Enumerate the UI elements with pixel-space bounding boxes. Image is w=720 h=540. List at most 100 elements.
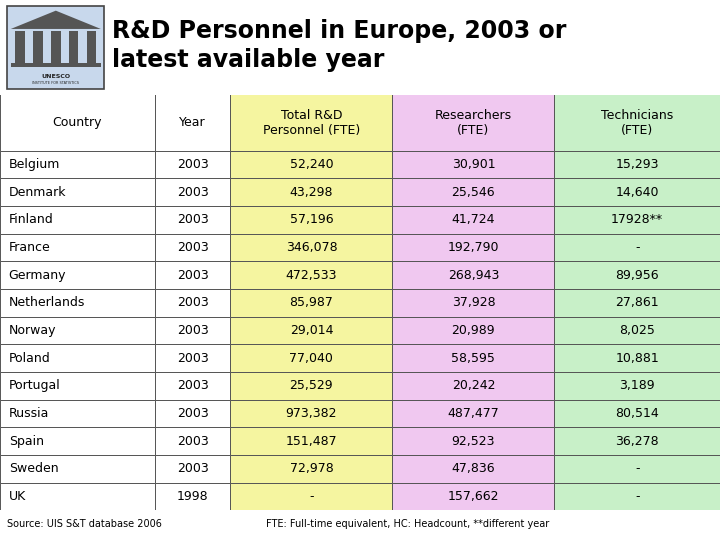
Bar <box>554 94 720 151</box>
Bar <box>51 31 60 64</box>
Text: Researchers
(FTE): Researchers (FTE) <box>435 109 512 137</box>
Bar <box>155 316 230 345</box>
Bar <box>0 483 155 510</box>
Text: 92,523: 92,523 <box>451 435 495 448</box>
Bar <box>33 31 43 64</box>
Text: 346,078: 346,078 <box>286 241 337 254</box>
Text: Spain: Spain <box>9 435 44 448</box>
Bar <box>155 206 230 234</box>
Bar <box>554 234 720 261</box>
Text: 472,533: 472,533 <box>286 268 337 282</box>
Bar <box>392 372 554 400</box>
Bar <box>230 372 392 400</box>
Bar <box>155 178 230 206</box>
Bar <box>554 345 720 372</box>
Text: Netherlands: Netherlands <box>9 296 85 309</box>
Text: Denmark: Denmark <box>9 186 66 199</box>
Text: INSTITUTE FOR STATISTICS: INSTITUTE FOR STATISTICS <box>32 81 79 85</box>
Bar <box>392 455 554 483</box>
Text: 25,529: 25,529 <box>289 379 333 392</box>
Bar <box>155 427 230 455</box>
Bar <box>554 372 720 400</box>
Bar <box>554 151 720 178</box>
Bar <box>230 316 392 345</box>
Text: 8,025: 8,025 <box>619 324 655 337</box>
Bar <box>230 94 392 151</box>
Bar <box>554 455 720 483</box>
Text: 2003: 2003 <box>176 435 209 448</box>
Bar <box>230 427 392 455</box>
Text: R&D Personnel in Europe, 2003 or
latest available year: R&D Personnel in Europe, 2003 or latest … <box>112 19 566 72</box>
Bar <box>554 483 720 510</box>
Bar <box>0 151 155 178</box>
Bar <box>392 94 554 151</box>
Bar <box>392 400 554 427</box>
Bar <box>230 206 392 234</box>
Bar <box>392 261 554 289</box>
Bar <box>230 400 392 427</box>
Bar <box>392 289 554 316</box>
Text: Country: Country <box>53 116 102 129</box>
Text: 2003: 2003 <box>176 462 209 475</box>
Text: 192,790: 192,790 <box>448 241 499 254</box>
Text: 52,240: 52,240 <box>289 158 333 171</box>
Polygon shape <box>11 11 101 29</box>
Text: 17928**: 17928** <box>611 213 663 226</box>
Bar <box>392 427 554 455</box>
Text: 41,724: 41,724 <box>451 213 495 226</box>
Bar <box>230 483 392 510</box>
Bar <box>155 372 230 400</box>
Bar <box>392 151 554 178</box>
Bar <box>554 206 720 234</box>
Text: 3,189: 3,189 <box>619 379 655 392</box>
Bar <box>0 261 155 289</box>
Text: 58,595: 58,595 <box>451 352 495 365</box>
Text: FTE: Full-time equivalent, HC: Headcount, **different year: FTE: Full-time equivalent, HC: Headcount… <box>266 518 549 529</box>
Text: 20,242: 20,242 <box>451 379 495 392</box>
Text: France: France <box>9 241 50 254</box>
Text: 85,987: 85,987 <box>289 296 333 309</box>
Text: Source: UIS S&T database 2006: Source: UIS S&T database 2006 <box>7 518 162 529</box>
Text: 37,928: 37,928 <box>451 296 495 309</box>
Text: 43,298: 43,298 <box>289 186 333 199</box>
Text: 2003: 2003 <box>176 352 209 365</box>
Text: Norway: Norway <box>9 324 56 337</box>
Text: Total R&D
Personnel (FTE): Total R&D Personnel (FTE) <box>263 109 360 137</box>
Bar <box>15 31 25 64</box>
Bar <box>230 289 392 316</box>
Text: 1998: 1998 <box>177 490 208 503</box>
Text: 25,546: 25,546 <box>451 186 495 199</box>
Text: -: - <box>635 462 639 475</box>
Bar <box>0 178 155 206</box>
Bar <box>0 94 155 151</box>
Text: 77,040: 77,040 <box>289 352 333 365</box>
Bar <box>230 234 392 261</box>
Text: -: - <box>635 490 639 503</box>
Bar <box>392 483 554 510</box>
Text: 487,477: 487,477 <box>448 407 499 420</box>
Bar <box>155 289 230 316</box>
Text: 2003: 2003 <box>176 158 209 171</box>
Text: Year: Year <box>179 116 206 129</box>
Bar <box>0 345 155 372</box>
Text: 268,943: 268,943 <box>448 268 499 282</box>
Bar <box>0 455 155 483</box>
Text: UNESCO: UNESCO <box>41 74 71 79</box>
Bar <box>554 261 720 289</box>
Bar <box>0 316 155 345</box>
Bar <box>392 316 554 345</box>
Bar <box>554 178 720 206</box>
Bar <box>86 31 96 64</box>
Text: 2003: 2003 <box>176 213 209 226</box>
Bar <box>155 261 230 289</box>
Bar <box>230 151 392 178</box>
Bar <box>155 151 230 178</box>
Bar <box>0 234 155 261</box>
Bar <box>554 427 720 455</box>
Bar <box>155 400 230 427</box>
Bar <box>392 178 554 206</box>
Text: 2003: 2003 <box>176 407 209 420</box>
Bar <box>0 372 155 400</box>
Bar <box>0 289 155 316</box>
Bar <box>392 206 554 234</box>
